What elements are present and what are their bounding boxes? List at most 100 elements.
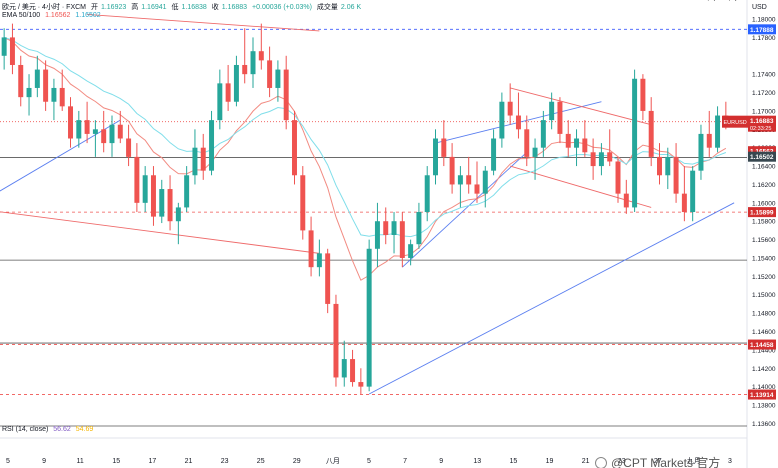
candle-body [482,170,488,194]
candle-body [18,64,24,98]
candle-body [275,69,281,88]
price-badge-value: 1.14458 [750,342,774,349]
candle-body [408,244,414,258]
price-badge-value: 1.15899 [750,210,774,217]
candle-body [474,184,480,194]
candle-body [341,359,347,378]
symbol-name[interactable]: 欧元 / 美元 · 4小时 · FXCM [2,4,86,11]
candle-body [300,175,306,231]
x-tick-label: 13 [473,458,481,465]
x-tick-label: 17 [149,458,157,465]
y-tick-label: 1.15000 [752,292,776,299]
rsi-value-1: 56.62 [53,426,71,433]
candle-body [134,156,140,203]
candle-body [383,221,389,236]
y-tick-label: 1.14400 [752,347,776,354]
rsi-legend[interactable]: RSI (14, close) 56.62 54.69 [2,426,96,433]
candle-body [673,156,679,194]
symbol-badge [722,115,748,128]
candle-body [565,133,571,148]
candle-body [292,120,297,176]
price-badge [748,389,776,400]
x-tick-label: 25 [257,458,265,465]
candle-body [159,189,165,217]
candle-body [358,382,364,387]
fib-level-label: 0.618 (1.13572) [698,0,737,2]
x-tick-label: 九月 [687,456,701,465]
x-tick-label: 19 [546,458,554,465]
candle-body [615,161,621,194]
price-badge [748,146,776,157]
candle-body [175,207,181,222]
candle-body [101,129,107,144]
open-label: 开 [90,4,98,11]
y-tick-label: 1.15200 [752,274,776,281]
trend-line [0,119,121,192]
volume-label: 成交量 [316,4,338,11]
candle-body [466,175,472,185]
candle-body [507,101,513,116]
x-tick-label: 21 [582,458,590,465]
candle-body [217,83,223,121]
currency-label[interactable]: USD [752,4,767,11]
x-tick-label: 21 [185,458,193,465]
candle-body [76,120,82,139]
low-label: 低 [171,4,179,11]
candle-body [167,189,173,222]
candle-body [333,303,339,378]
candle-body [399,221,405,258]
candle-body [233,64,239,102]
ema-legend[interactable]: EMA 50/100 1.16562 1.16502 [2,12,104,19]
candle-body [416,212,422,245]
price-badge-value: 1.17888 [750,27,774,34]
y-tick-label: 1.17200 [752,90,776,97]
y-tick-label: 1.15800 [752,219,776,226]
x-tick-label: 29 [293,458,301,465]
candle-body [225,83,231,102]
countdown-timer: 02:33:25 [750,126,771,132]
candle-body [532,147,538,157]
candle-body [715,115,721,148]
ema50-value: 1.16562 [45,12,71,19]
x-tick-label: 3 [728,458,732,465]
x-tick-label: 9 [439,458,443,465]
candle-body [623,193,629,208]
fib-level-label: 0.5 (1.14474) [698,0,731,2]
candle-body [391,221,397,236]
watermark: @CPT Markets 官方 [595,454,720,468]
y-tick-label: 1.15600 [752,237,776,244]
candle-body [598,152,604,167]
candle-body [242,64,248,75]
y-tick-label: 1.13600 [752,421,776,428]
candle-body [43,69,49,102]
candle-body [308,230,314,268]
candle-body [557,101,563,134]
candle-body [92,129,98,134]
x-tick-label: 23 [221,458,229,465]
y-tick-label: 1.14800 [752,311,776,318]
cpt-logo-icon [595,456,607,468]
symbol-badge-label: EURUSD [724,120,747,126]
candle-body [117,124,123,139]
candle-body [34,69,40,88]
volume-value: 2.06 K [340,4,362,11]
high-label: 高 [131,4,139,11]
y-tick-label: 1.14200 [752,366,776,373]
candle-body [316,253,322,268]
x-tick-label: 5 [6,458,10,465]
y-tick-label: 1.14600 [752,329,776,336]
ema100-value: 1.16502 [75,12,101,19]
candle-body [200,147,206,171]
candle-body [150,175,156,217]
trend-line [510,87,652,126]
trend-line [402,151,528,268]
candle-body [706,133,712,148]
candle-body [549,101,555,121]
candle-body [457,175,463,185]
candle-body [209,120,215,171]
candle-body [350,359,356,383]
x-tick-label: 15 [112,458,120,465]
candle-body [657,156,662,176]
